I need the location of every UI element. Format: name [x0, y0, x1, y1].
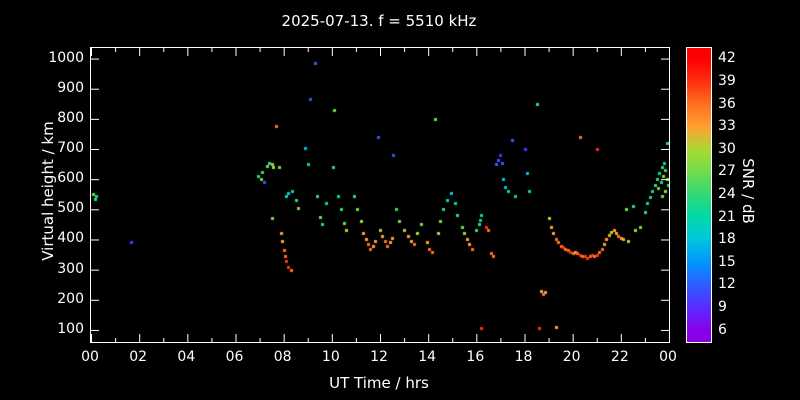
x-tick-label: 02	[129, 349, 148, 365]
x-tick-label: 08	[273, 349, 292, 365]
y-tick-label: 800	[57, 109, 84, 126]
colorbar-tick-label: 27	[718, 163, 736, 180]
x-tick-label: 06	[225, 349, 244, 365]
colorbar-tick-label: 12	[718, 276, 736, 293]
y-tick-label: 600	[57, 170, 84, 187]
colorbar-tick-label: 36	[718, 95, 736, 112]
plot-area	[90, 47, 670, 343]
colorbar-tick-label: 39	[718, 72, 736, 89]
y-tick-label: 900	[57, 79, 84, 96]
x-tick-label: 18	[514, 349, 533, 365]
y-tick-label: 500	[57, 200, 84, 217]
x-tick-label: 22	[610, 349, 629, 365]
colorbar-tick-label: 33	[718, 118, 736, 135]
colorbar-tick-label: 18	[718, 231, 736, 248]
x-tick-label: 00	[659, 349, 677, 365]
x-axis-title: UT Time / hrs	[329, 374, 429, 392]
colorbar-tick-label: 6	[718, 321, 727, 338]
scatter-canvas	[91, 48, 669, 342]
colorbar-tick-label: 42	[718, 50, 736, 67]
x-tick-label: 14	[418, 349, 437, 365]
y-tick-label: 400	[57, 230, 84, 247]
x-tick-label: 00	[81, 349, 99, 365]
y-tick-label: 1000	[48, 49, 84, 66]
colorbar-tick-label: 24	[718, 186, 736, 202]
x-tick-label: 04	[177, 349, 196, 365]
y-tick-label: 700	[57, 140, 84, 156]
colorbar	[686, 47, 712, 343]
x-tick-label: 12	[370, 349, 388, 365]
x-tick-label: 20	[562, 349, 581, 365]
y-tick-label: 300	[57, 260, 84, 277]
y-tick-label: 100	[57, 320, 84, 337]
colorbar-tick-label: 15	[718, 253, 736, 270]
colorbar-title: SNR / dB	[739, 158, 757, 224]
chart-title: 2025-07-13. f = 5510 kHz	[281, 12, 477, 30]
colorbar-tick-label: 21	[718, 208, 736, 225]
y-tick-label: 200	[57, 290, 84, 307]
x-tick-label: 10	[321, 349, 340, 365]
x-tick-label: 16	[466, 349, 485, 365]
colorbar-tick-label: 9	[718, 299, 727, 316]
colorbar-tick-label: 30	[718, 140, 736, 157]
